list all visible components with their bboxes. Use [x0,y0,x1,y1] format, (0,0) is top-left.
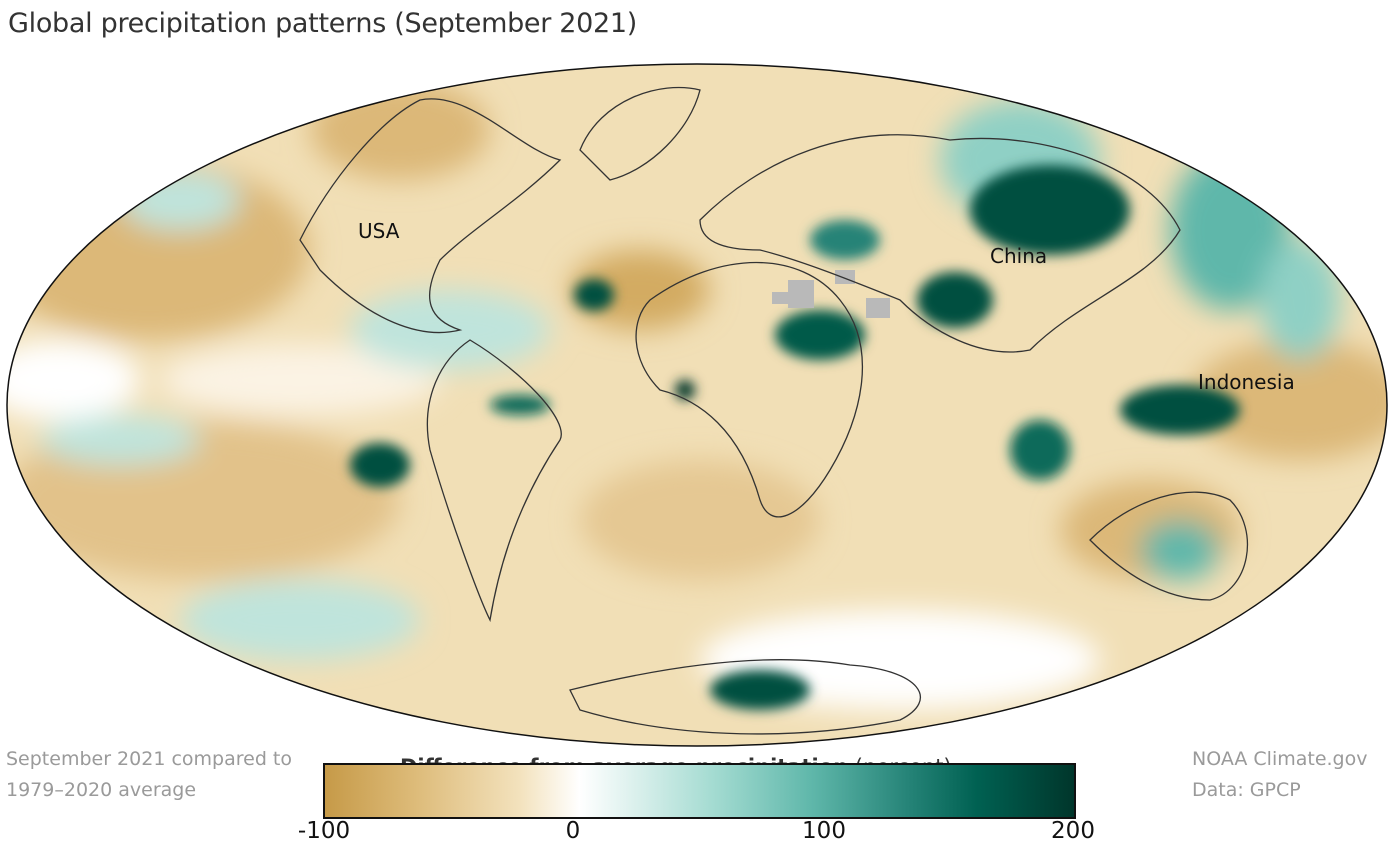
anomaly-field [7,64,1387,746]
label-indonesia: Indonesia [1198,370,1295,394]
coastlines [299,86,1249,735]
comparison-note-line1: September 2021 compared to [6,748,292,770]
legend-tick: -100 [297,818,351,844]
comparison-note: September 2021 compared to 1979–2020 ave… [6,744,292,806]
credit-line1: NOAA Climate.gov [1192,748,1368,770]
legend-tick: 200 [1051,818,1095,844]
legend-tick: 0 [565,818,581,844]
label-usa: USA [358,219,400,243]
map-title: Global precipitation patterns (September… [8,8,638,39]
credit-line2: Data: GPCP [1192,779,1301,801]
color-scale-bar [323,763,1076,819]
globe-outline [6,63,1388,747]
no-data-cells [772,270,890,318]
credit-note: NOAA Climate.gov Data: GPCP [1192,744,1367,806]
comparison-note-line2: 1979–2020 average [6,779,197,801]
label-china: China [990,244,1047,268]
legend-tick: 100 [802,818,846,844]
